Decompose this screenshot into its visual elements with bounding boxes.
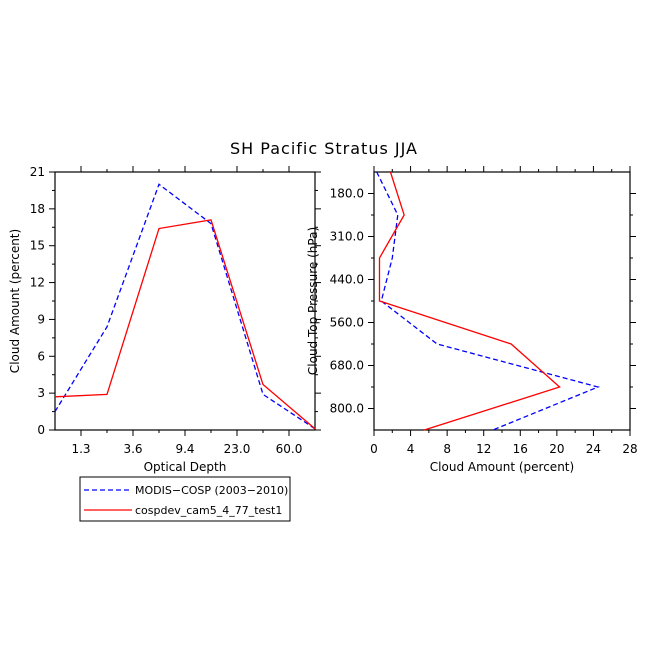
legend-label-modis: MODIS−COSP (2003−2010)	[135, 484, 288, 497]
legend: MODIS−COSP (2003−2010) cospdev_cam5_4_77…	[79, 476, 291, 522]
left-y-tick-label: 15	[30, 239, 45, 253]
right-x-tick-label: 8	[443, 442, 451, 456]
left-x-tick-label: 23.0	[224, 442, 251, 456]
left-y-tick-label: 0	[37, 423, 45, 437]
left-y-tick-label: 12	[30, 276, 45, 290]
right-series-model-line	[378, 171, 561, 431]
right-series-modis-line	[376, 171, 601, 431]
right-y-tick-label: 800.0	[330, 402, 364, 416]
left-y-tick-label: 18	[30, 202, 45, 216]
left-x-tick-label: 60.0	[276, 442, 303, 456]
optical-depth-plot: 0 3 6 9 12 15 18 21 1.3 3.6 9.4 23.0 60.0 Optical De…	[8, 165, 321, 474]
left-y-tick-label: 3	[37, 386, 45, 400]
figure-title: SH Pacific Stratus JJA	[230, 139, 418, 158]
right-y-tick-label: 680.0	[330, 359, 364, 373]
right-x-tick-label: 28	[622, 442, 637, 456]
left-y-tick-label: 21	[30, 165, 45, 179]
right-ticks: 0 4 8 12 16 20 24 28 180.0 310.0 440.0 560.0 680.0 80…	[330, 166, 638, 456]
right-y-tick-label: 310.0	[330, 230, 364, 244]
left-series-modis-line	[54, 183, 316, 430]
right-plot-frame	[373, 171, 631, 431]
left-x-tick-label: 3.6	[123, 442, 142, 456]
left-y-tick-label: 9	[37, 312, 45, 326]
right-x-tick-label: 16	[513, 442, 528, 456]
right-y-axis-label: Cloud Top Pressure (hPa)	[306, 227, 320, 375]
left-x-tick-label: 9.4	[175, 442, 194, 456]
right-x-tick-label: 0	[370, 442, 378, 456]
left-plot-frame	[54, 171, 316, 431]
left-series-model-line	[54, 219, 316, 430]
right-x-tick-label: 4	[407, 442, 415, 456]
left-x-tick-label: 1.3	[71, 442, 90, 456]
cloud-top-pressure-plot: 0 4 8 12 16 20 24 28 180.0 310.0 440.0 560.0 680.0 80…	[306, 166, 638, 474]
right-x-tick-label: 20	[549, 442, 564, 456]
right-y-tick-label: 560.0	[330, 316, 364, 330]
legend-label-model: cospdev_cam5_4_77_test1	[135, 504, 282, 517]
right-x-tick-label: 12	[476, 442, 491, 456]
right-y-tick-label: 440.0	[330, 273, 364, 287]
left-x-axis-label: Optical Depth	[144, 460, 227, 474]
left-series	[54, 183, 316, 430]
left-ticks: 0 3 6 9 12 15 18 21 1.3 3.6 9.4 23.0 60.0	[30, 165, 321, 456]
right-x-axis-label: Cloud Amount (percent)	[430, 460, 574, 474]
right-x-tick-label: 24	[586, 442, 601, 456]
left-y-axis-label: Cloud Amount (percent)	[8, 229, 22, 373]
left-y-tick-label: 6	[37, 349, 45, 363]
right-series	[376, 171, 601, 431]
legend-box	[79, 476, 291, 522]
right-y-tick-label: 180.0	[330, 187, 364, 201]
